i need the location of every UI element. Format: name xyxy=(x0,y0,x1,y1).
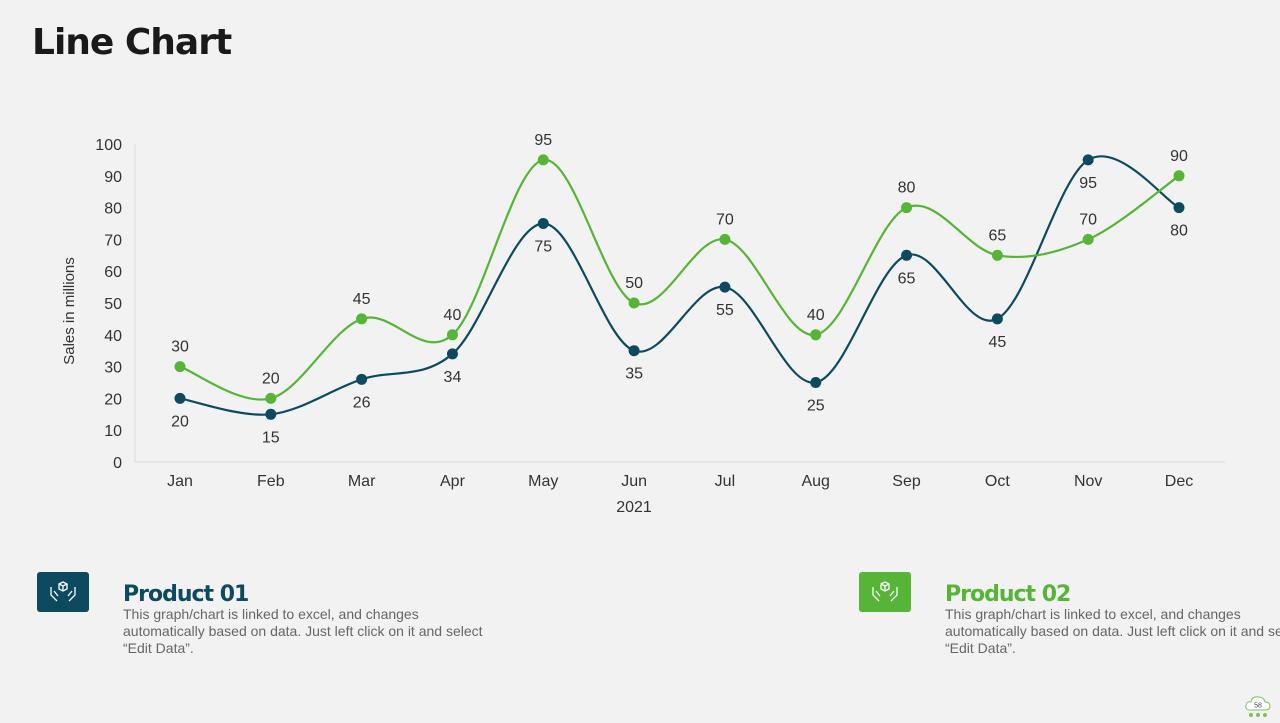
page-number: 58 xyxy=(1254,703,1262,710)
y-tick-label: 60 xyxy=(104,264,122,281)
data-label-1: 95 xyxy=(1079,175,1097,192)
x-tick-label: Jul xyxy=(715,473,735,490)
series-line-1 xyxy=(179,155,1180,416)
data-label-2: 70 xyxy=(1079,211,1097,228)
data-label-2: 70 xyxy=(716,211,734,228)
data-point-1 xyxy=(446,348,458,360)
data-point-2 xyxy=(628,297,640,309)
product-02-panel: Product 02 This graph/chart is linked to… xyxy=(945,583,1280,657)
y-axis-title: Sales in millions xyxy=(61,257,78,365)
y-tick-label: 100 xyxy=(95,137,122,154)
data-point-1 xyxy=(628,345,640,357)
y-tick-label: 90 xyxy=(104,169,122,186)
data-label-2: 90 xyxy=(1170,148,1188,165)
series-line-2 xyxy=(179,158,1180,401)
data-label-2: 45 xyxy=(353,291,371,308)
data-point-2 xyxy=(265,392,277,404)
x-tick-label: Dec xyxy=(1165,473,1193,490)
data-label-2: 80 xyxy=(898,180,916,197)
x-tick-label: Jun xyxy=(621,473,647,490)
data-label-2: 40 xyxy=(807,307,825,324)
product-01-description: This graph/chart is linked to excel, and… xyxy=(123,606,483,656)
y-tick-label: 0 xyxy=(113,455,122,472)
data-label-2: 20 xyxy=(262,370,280,387)
y-tick-label: 30 xyxy=(104,360,122,377)
page-number-logo: 58 xyxy=(1244,694,1272,718)
data-point-1 xyxy=(810,377,822,388)
data-label-2: 65 xyxy=(988,227,1006,244)
data-label-1: 20 xyxy=(171,413,189,430)
data-point-1 xyxy=(719,281,731,293)
hands-box-icon xyxy=(50,581,76,602)
y-tick-label: 80 xyxy=(104,201,122,218)
product-02-icon-box xyxy=(859,572,911,612)
hands-box-icon xyxy=(872,581,898,602)
x-tick-label: Sep xyxy=(892,473,921,490)
data-point-2 xyxy=(446,329,458,341)
y-tick-label: 10 xyxy=(104,423,122,440)
data-point-2 xyxy=(174,361,186,373)
data-label-2: 95 xyxy=(534,132,552,149)
x-tick-label: Nov xyxy=(1074,473,1102,490)
data-label-1: 25 xyxy=(807,398,825,415)
data-label-1: 65 xyxy=(898,270,916,287)
data-point-1 xyxy=(991,313,1003,325)
data-label-1: 26 xyxy=(353,394,371,411)
data-label-1: 15 xyxy=(262,429,280,446)
y-tick-label: 50 xyxy=(104,296,122,313)
data-label-2: 50 xyxy=(625,275,643,292)
data-point-2 xyxy=(991,249,1003,261)
data-point-2 xyxy=(719,233,731,245)
x-axis-title: 2021 xyxy=(616,499,652,516)
y-tick-label: 40 xyxy=(104,328,122,345)
data-point-2 xyxy=(1173,170,1185,182)
data-point-1 xyxy=(174,392,186,404)
product-02-title: Product 02 xyxy=(945,582,1071,607)
x-tick-label: Oct xyxy=(985,473,1010,490)
data-point-2 xyxy=(1082,233,1094,245)
product-01-icon-box xyxy=(37,572,89,612)
y-tick-label: 70 xyxy=(104,232,122,249)
x-tick-label: Apr xyxy=(440,473,466,490)
data-label-2: 40 xyxy=(444,307,462,324)
x-tick-label: May xyxy=(528,473,558,490)
data-label-1: 55 xyxy=(716,302,734,319)
data-label-1: 34 xyxy=(444,369,462,386)
data-point-1 xyxy=(1173,202,1185,214)
data-label-1: 35 xyxy=(625,366,643,383)
data-point-2 xyxy=(356,313,368,325)
line-chart: 0 10 20 30 40 50 60 70 80 90 100 Jan Feb Mar Apr May Jun… xyxy=(61,132,1225,516)
product-01-title: Product 01 xyxy=(123,582,249,607)
data-label-1: 80 xyxy=(1170,223,1188,240)
data-label-1: 45 xyxy=(988,334,1006,351)
data-point-1 xyxy=(265,408,277,420)
y-tick-label: 20 xyxy=(104,391,122,408)
cloud-icon: 58 xyxy=(1245,696,1271,717)
data-label-1: 75 xyxy=(534,239,552,256)
product-02-description: This graph/chart is linked to excel, and… xyxy=(945,606,1280,656)
x-tick-label: Aug xyxy=(801,473,829,490)
data-point-1 xyxy=(901,249,913,261)
data-point-2 xyxy=(810,329,822,341)
data-point-2 xyxy=(537,154,549,166)
x-tick-label: Feb xyxy=(257,473,285,490)
x-tick-label: Jan xyxy=(167,473,193,490)
data-point-1 xyxy=(356,373,368,385)
product-01-panel: Product 01 This graph/chart is linked to… xyxy=(123,583,503,657)
data-point-1 xyxy=(1082,154,1094,166)
data-point-1 xyxy=(537,218,549,229)
x-tick-label: Mar xyxy=(348,473,376,490)
page-title: Line Chart xyxy=(32,22,232,63)
data-label-2: 30 xyxy=(171,339,189,356)
data-point-2 xyxy=(901,202,913,214)
